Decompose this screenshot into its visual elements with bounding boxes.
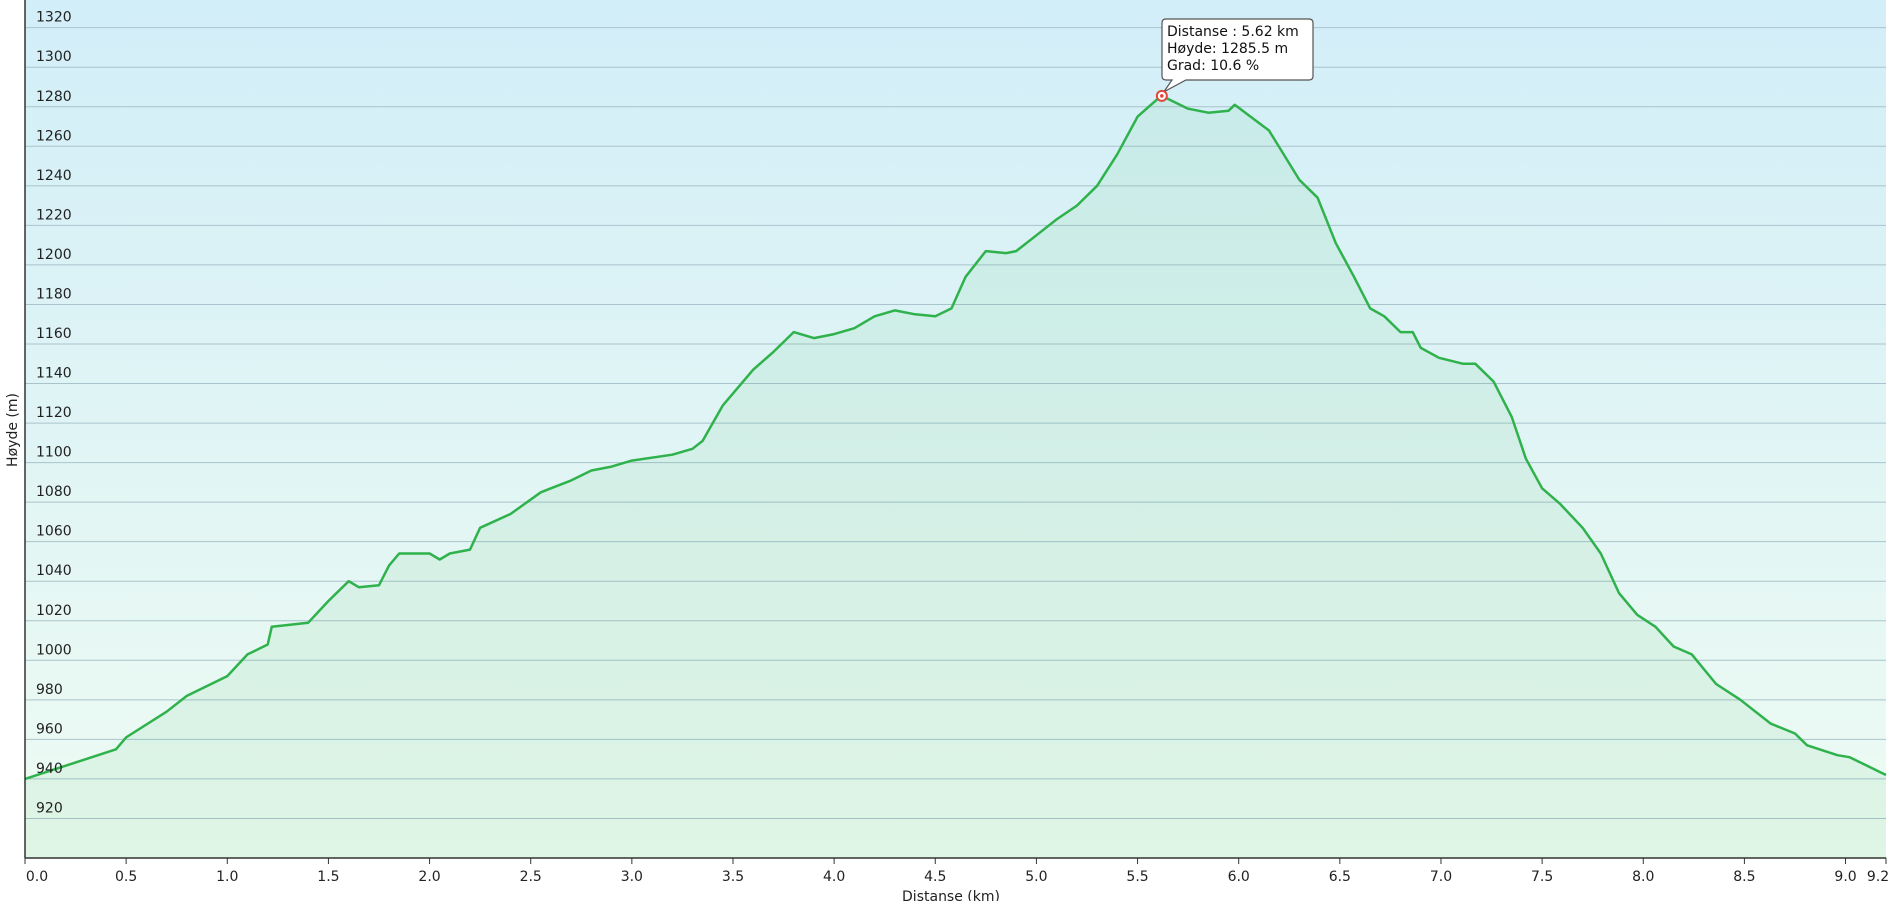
x-axis-title: Distanse (km) — [902, 889, 1000, 901]
y-tick-label: 1100 — [36, 445, 72, 461]
x-tick-label: 9.0 — [1834, 869, 1856, 885]
y-tick-label: 1140 — [36, 366, 72, 382]
tooltip-line: Grad: 10.6 % — [1167, 58, 1259, 74]
marker-dot — [1160, 94, 1164, 98]
x-tick-label: 6.5 — [1329, 869, 1351, 885]
x-tick-label: 7.5 — [1531, 869, 1553, 885]
x-tick-label: 0.5 — [115, 869, 137, 885]
tooltip-line: Distanse : 5.62 km — [1167, 24, 1299, 40]
x-tick-label: 9.2 — [1867, 869, 1889, 885]
x-tick-label: 6.0 — [1228, 869, 1250, 885]
plot-background — [25, 0, 1886, 858]
y-tick-label: 1300 — [36, 49, 72, 65]
x-tick-label: 5.5 — [1126, 869, 1148, 885]
x-tick-label: 1.5 — [317, 869, 339, 885]
x-tick-label: 8.5 — [1733, 869, 1755, 885]
y-tick-label: 1240 — [36, 168, 72, 184]
y-tick-label: 1040 — [36, 563, 72, 579]
labels: 920 940 960 980 1000 1020 1040 1060 1080 1100 1120… — [24, 10, 1889, 885]
elevation-line — [24, 94, 1887, 781]
y-tick-label: 1320 — [36, 10, 72, 26]
y-axis-title: Høyde (m) — [5, 393, 21, 467]
y-tick-label: 1220 — [36, 207, 72, 223]
area-fill — [25, 95, 1886, 858]
x-tick-label: 5.0 — [1025, 869, 1047, 885]
series — [24, 94, 1887, 858]
x-tick-label: 4.0 — [823, 869, 845, 885]
y-tick-label: 1280 — [36, 89, 72, 105]
y-tick-label: 920 — [36, 800, 63, 816]
y-tick-label: 1020 — [36, 603, 72, 619]
x-tick-label: 2.0 — [418, 869, 440, 885]
x-tick-label: 3.5 — [722, 869, 744, 885]
y-tick-label: 1160 — [36, 326, 72, 342]
y-tick-label: 940 — [36, 761, 63, 777]
x-tick-label: 4.5 — [924, 869, 946, 885]
x-tick-label: 8.0 — [1632, 869, 1654, 885]
grid — [25, 27, 1886, 819]
x-tick-label: 0.0 — [26, 869, 48, 885]
y-tick-label: 1080 — [36, 484, 72, 500]
y-tick-label: 980 — [36, 682, 63, 698]
y-tick-label: 1180 — [36, 286, 72, 302]
x-tick-label: 7.0 — [1430, 869, 1452, 885]
tooltip-line: Høyde: 1285.5 m — [1167, 41, 1288, 57]
tooltip-box — [1161, 18, 1314, 93]
y-tick-label: 1120 — [36, 405, 72, 421]
y-tick-label: 1060 — [36, 524, 72, 540]
x-tick-label: 2.5 — [520, 869, 542, 885]
x-tick-label: 1.0 — [216, 869, 238, 885]
y-tick-label: 1260 — [36, 128, 72, 144]
y-tick-label: 1000 — [36, 642, 72, 658]
x-tick-label: 3.0 — [621, 869, 643, 885]
y-tick-label: 960 — [36, 721, 63, 737]
y-tick-label: 1200 — [36, 247, 72, 263]
